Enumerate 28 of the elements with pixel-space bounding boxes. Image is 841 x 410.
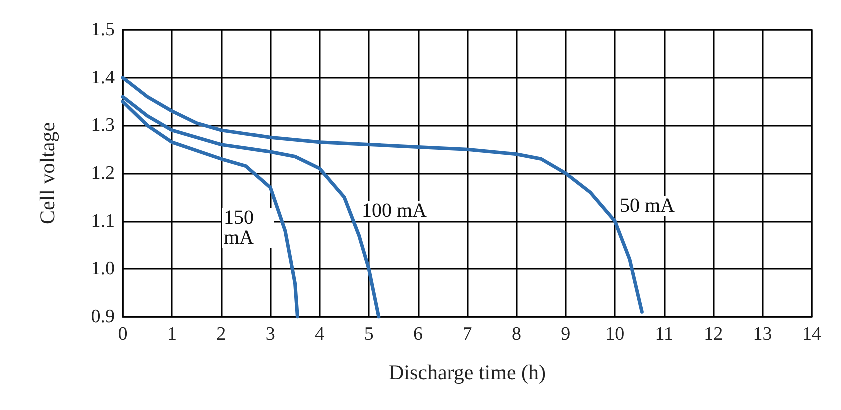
x-tick-label: 6 [414,324,424,345]
series-label: 50 mA [620,195,676,217]
x-tick-label: 3 [266,324,276,345]
series-label: 150 mA [224,207,259,249]
x-tick-label: 13 [753,324,772,345]
x-tick-label: 8 [512,324,522,345]
x-tick-label: 0 [118,324,128,345]
y-tick-label: 1.2 [91,163,115,184]
y-tick-label: 1.4 [91,67,116,88]
y-tick-label: 1.0 [91,258,115,280]
line-series [121,76,644,314]
y-axis-title: Cell voltage [36,122,60,225]
x-tick-label: 14 [802,324,822,345]
x-tick-label: 7 [462,324,472,345]
y-tick-label: 1.3 [91,115,115,136]
x-axis-title: Discharge time (h) [388,360,546,384]
y-tick-label: 1.5 [91,20,115,40]
x-tick-label: 12 [704,324,724,345]
series-label: 100 mA [362,200,428,222]
y-tick-label: 1.1 [91,210,115,232]
x-tick-label: 4 [315,324,326,345]
x-tick-label: 5 [364,324,374,345]
x-tick-label: 10 [606,324,625,345]
x-tick-label: 9 [561,324,571,345]
x-tick-label: 2 [216,324,226,345]
x-tick-label: 1 [167,324,177,345]
x-tick-label: 11 [655,324,674,345]
y-tick-label: 0.9 [91,306,115,328]
